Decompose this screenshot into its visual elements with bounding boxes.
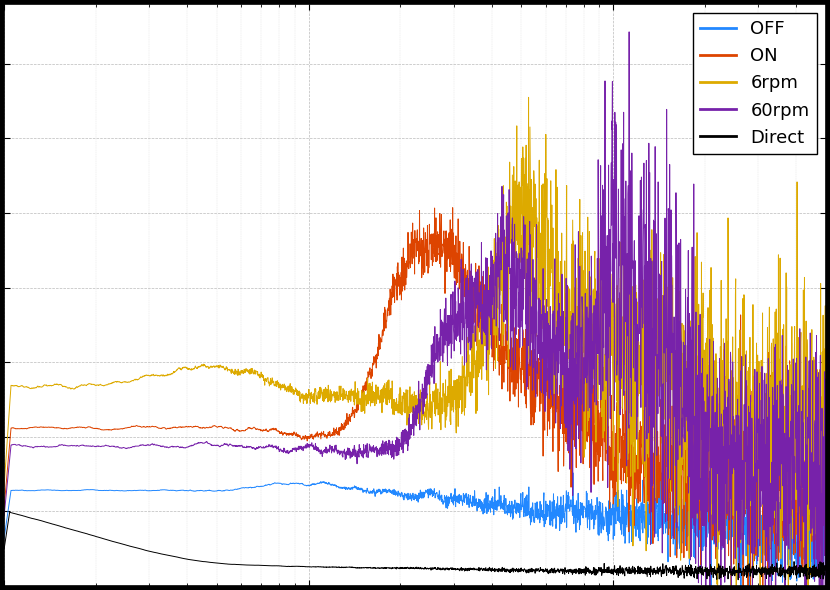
Direct [733, 576, 743, 584]
OFF [706, 582, 716, 589]
OFF [142, 487, 152, 494]
Direct [0, 545, 9, 552]
Direct [716, 568, 726, 575]
ON [738, 582, 748, 589]
60rpm [717, 520, 727, 527]
OFF [716, 499, 726, 506]
Direct [350, 565, 360, 572]
6rpm [142, 372, 152, 379]
Line: 6rpm: 6rpm [4, 97, 826, 586]
Direct [805, 569, 815, 576]
Direct [93, 533, 103, 540]
Line: ON: ON [4, 208, 826, 586]
Line: OFF: OFF [4, 461, 826, 586]
OFF [315, 480, 325, 487]
Direct [142, 547, 152, 554]
6rpm [821, 506, 830, 513]
ON [350, 406, 360, 413]
6rpm [0, 482, 9, 489]
ON [93, 425, 103, 432]
OFF [749, 457, 759, 464]
6rpm [315, 395, 325, 402]
6rpm [524, 94, 534, 101]
6rpm [717, 474, 727, 481]
ON [315, 431, 325, 438]
60rpm [93, 442, 103, 450]
Direct [315, 563, 325, 571]
Line: Direct: Direct [4, 512, 826, 580]
60rpm [805, 329, 815, 336]
60rpm [0, 512, 9, 519]
ON [0, 503, 9, 510]
60rpm [350, 449, 360, 456]
ON [142, 423, 152, 430]
60rpm [142, 442, 152, 449]
ON [805, 392, 815, 399]
ON [821, 440, 830, 447]
OFF [0, 535, 9, 542]
OFF [350, 484, 360, 491]
6rpm [805, 418, 815, 425]
Direct [5, 509, 15, 516]
6rpm [713, 582, 723, 589]
6rpm [350, 395, 360, 402]
OFF [93, 487, 103, 494]
60rpm [315, 446, 325, 453]
60rpm [821, 400, 830, 407]
Line: 60rpm: 60rpm [4, 32, 826, 586]
OFF [805, 527, 815, 535]
Direct [821, 562, 830, 569]
Legend: OFF, ON, 6rpm, 60rpm, Direct: OFF, ON, 6rpm, 60rpm, Direct [693, 13, 817, 154]
6rpm [93, 381, 103, 388]
OFF [821, 512, 830, 519]
ON [716, 535, 726, 542]
60rpm [624, 28, 634, 35]
ON [447, 204, 457, 211]
60rpm [701, 582, 710, 589]
